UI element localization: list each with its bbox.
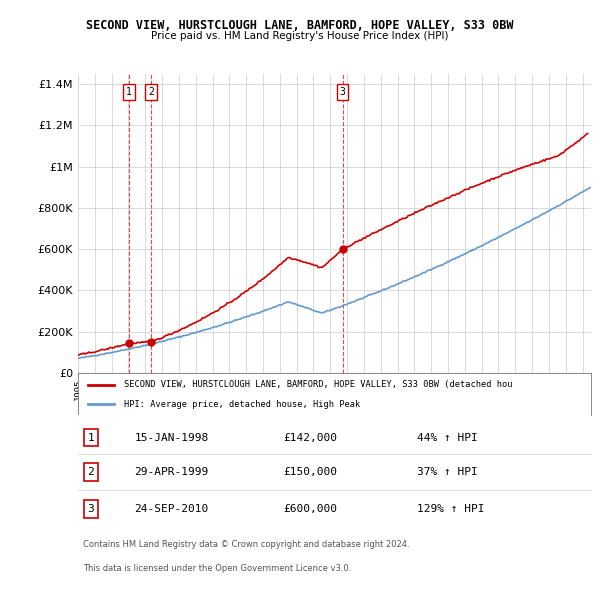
Text: Contains HM Land Registry data © Crown copyright and database right 2024.: Contains HM Land Registry data © Crown c…	[83, 540, 410, 549]
Text: SECOND VIEW, HURSTCLOUGH LANE, BAMFORD, HOPE VALLEY, S33 0BW: SECOND VIEW, HURSTCLOUGH LANE, BAMFORD, …	[86, 19, 514, 32]
Text: 3: 3	[340, 87, 346, 97]
Text: £600,000: £600,000	[283, 504, 337, 514]
Text: 37% ↑ HPI: 37% ↑ HPI	[416, 467, 478, 477]
Text: 129% ↑ HPI: 129% ↑ HPI	[416, 504, 484, 514]
Text: SECOND VIEW, HURSTCLOUGH LANE, BAMFORD, HOPE VALLEY, S33 0BW (detached hou: SECOND VIEW, HURSTCLOUGH LANE, BAMFORD, …	[124, 380, 512, 389]
Text: 3: 3	[88, 504, 94, 514]
Text: 15-JAN-1998: 15-JAN-1998	[134, 432, 209, 442]
Text: HPI: Average price, detached house, High Peak: HPI: Average price, detached house, High…	[124, 399, 361, 409]
Text: £150,000: £150,000	[283, 467, 337, 477]
Text: 24-SEP-2010: 24-SEP-2010	[134, 504, 209, 514]
Text: 1: 1	[88, 432, 94, 442]
Text: This data is licensed under the Open Government Licence v3.0.: This data is licensed under the Open Gov…	[83, 564, 352, 573]
Text: Price paid vs. HM Land Registry's House Price Index (HPI): Price paid vs. HM Land Registry's House …	[151, 31, 449, 41]
Text: 2: 2	[148, 87, 154, 97]
Text: 1: 1	[126, 87, 132, 97]
Text: 44% ↑ HPI: 44% ↑ HPI	[416, 432, 478, 442]
Text: £142,000: £142,000	[283, 432, 337, 442]
Text: 29-APR-1999: 29-APR-1999	[134, 467, 209, 477]
Text: 2: 2	[88, 467, 94, 477]
